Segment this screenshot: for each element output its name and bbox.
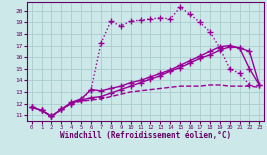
X-axis label: Windchill (Refroidissement éolien,°C): Windchill (Refroidissement éolien,°C) (60, 131, 231, 140)
